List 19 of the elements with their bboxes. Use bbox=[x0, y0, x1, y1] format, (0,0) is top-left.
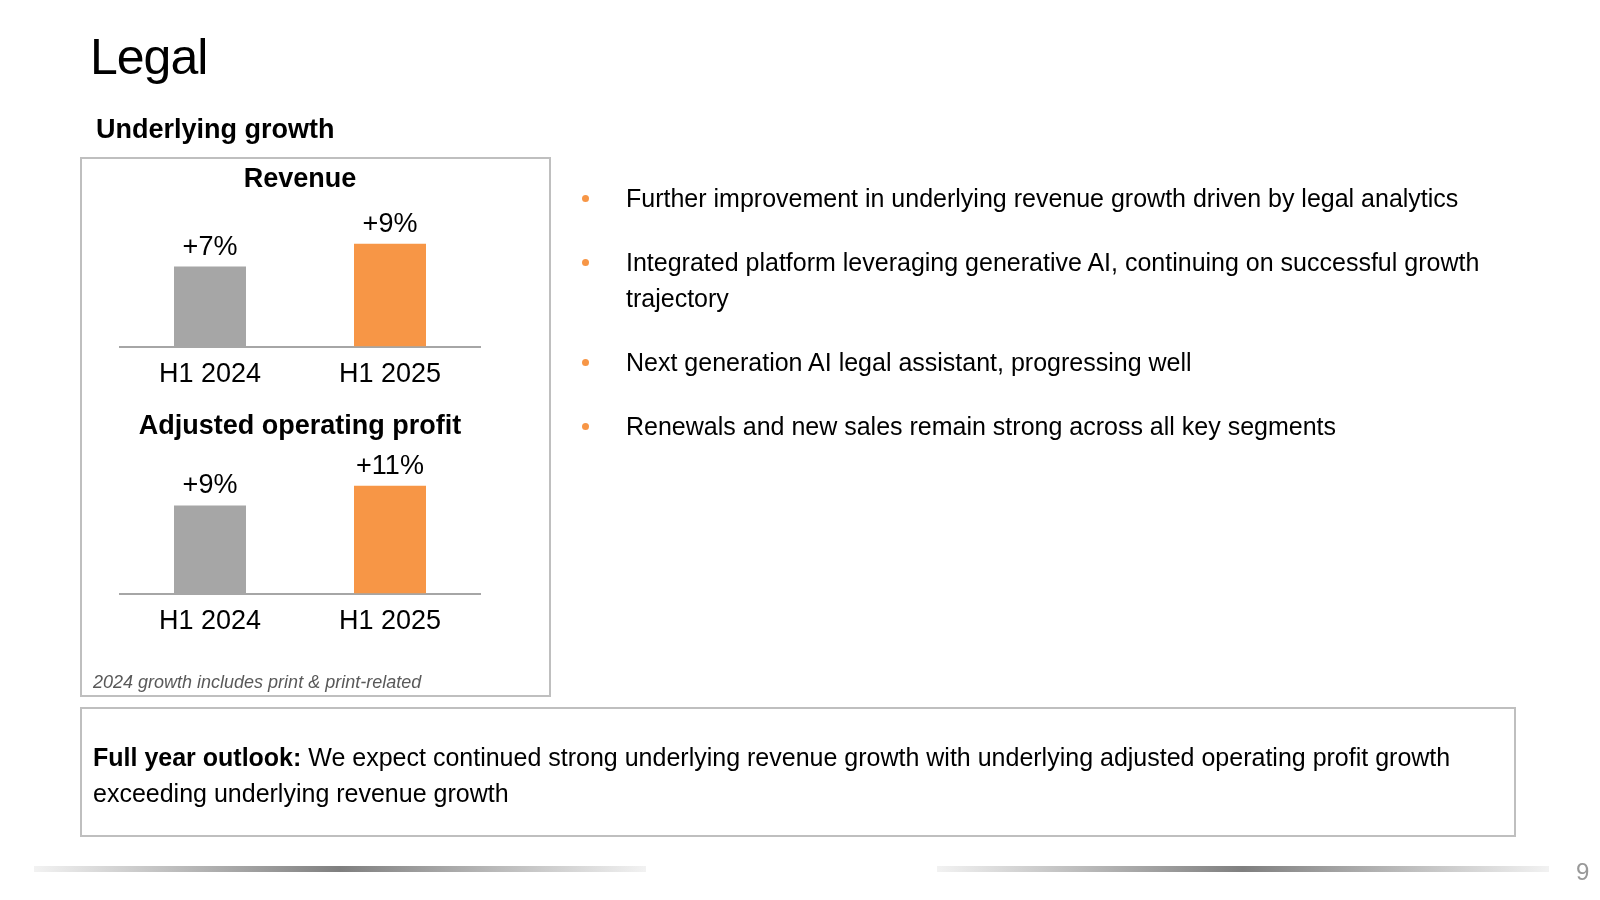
text: Full year outlook: bbox=[93, 743, 302, 771]
text: 9 bbox=[1576, 858, 1590, 886]
text: Next generation AI legal assistant, progressing well bbox=[625, 347, 1193, 378]
text: Further improvement in underlying revenue growth driven by legal analytics bbox=[625, 183, 1460, 214]
data-label: +11% bbox=[356, 449, 424, 480]
x-tick-label: H1 2025 bbox=[338, 605, 442, 636]
data-label: +9% bbox=[182, 469, 238, 500]
x-tick-label: H1 2024 bbox=[158, 605, 262, 636]
chart-title: Adjusted operating profit bbox=[138, 409, 462, 440]
text: Legal bbox=[90, 28, 208, 86]
text: Integrated platform leveraging generative AI, continuing on successful growth trajectory bbox=[625, 247, 1481, 314]
data-label: +7% bbox=[182, 230, 238, 261]
x-tick-label: H1 2025 bbox=[338, 358, 442, 389]
chart-title: Revenue bbox=[243, 162, 357, 193]
data-label: +9% bbox=[362, 207, 418, 238]
text: Underlying growth bbox=[96, 114, 335, 145]
text: Renewals and new sales remain strong across all key segments bbox=[625, 411, 1338, 442]
text: 2024 growth includes print & print-related bbox=[93, 672, 422, 693]
x-tick-label: H1 2024 bbox=[158, 358, 262, 389]
